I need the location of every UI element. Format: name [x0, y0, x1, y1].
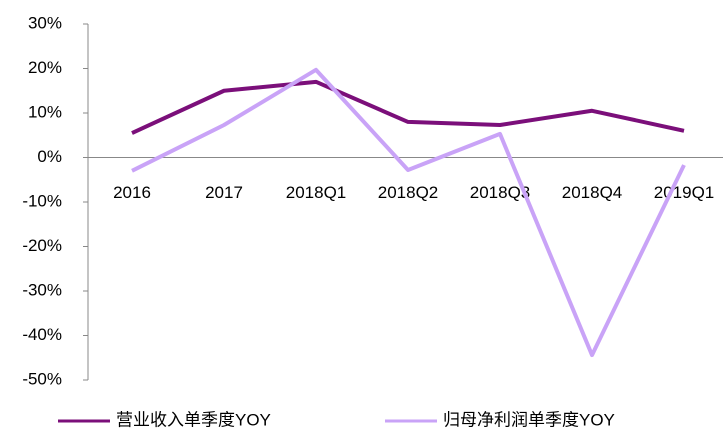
- y-tick-label: 20%: [28, 58, 62, 77]
- y-tick-label: -40%: [22, 325, 62, 344]
- x-tick-label: 2018Q4: [562, 183, 623, 202]
- legend-label: 营业收入单季度YOY: [116, 410, 271, 429]
- x-tick-label: 2016: [113, 183, 151, 202]
- y-tick-label: 10%: [28, 102, 62, 121]
- x-tick-label: 2018Q3: [470, 183, 531, 202]
- x-tick-label: 2018Q1: [286, 183, 347, 202]
- x-tick-label: 2019Q1: [654, 183, 715, 202]
- y-tick-label: -30%: [22, 280, 62, 299]
- series-line: [131, 67, 686, 358]
- series-line: [131, 79, 685, 135]
- y-tick-label: -50%: [22, 369, 62, 388]
- y-tick-label: 30%: [28, 13, 62, 32]
- x-tick-label: 2018Q2: [378, 183, 439, 202]
- x-tick-label: 2017: [205, 183, 243, 202]
- y-tick-label: -20%: [22, 236, 62, 255]
- legend-label: 归母净利润单季度YOY: [443, 410, 615, 429]
- y-tick-label: 0%: [37, 147, 62, 166]
- y-tick-label: -10%: [22, 191, 62, 210]
